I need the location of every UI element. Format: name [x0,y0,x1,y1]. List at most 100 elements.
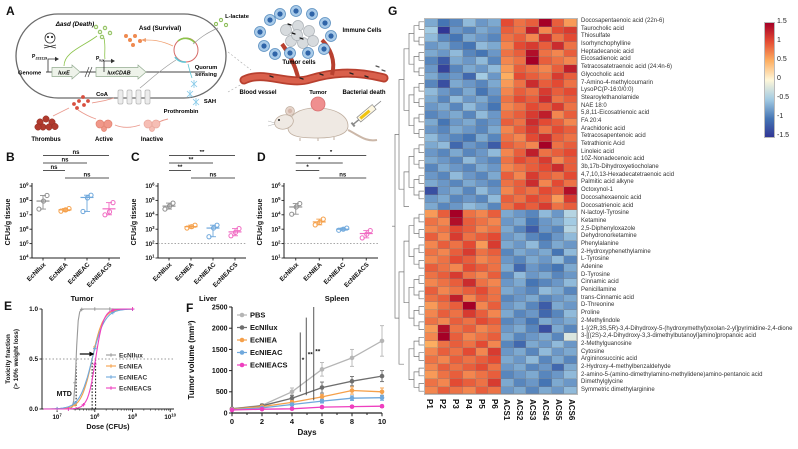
heatmap-cell [425,149,438,157]
heatmap-cell [513,49,527,58]
heatmap-cell [539,103,552,111]
heatmap-cell [475,371,489,379]
heatmap-cell [425,57,438,65]
heatmap-cell [526,179,540,188]
heatmap-cell [463,264,476,272]
y-tick-label: 104 [145,211,155,220]
heatmap-cell [437,302,451,310]
panel-label-g: G [388,4,398,18]
heatmap-cell [501,371,514,379]
heatmap-cell [513,340,527,349]
heatmap-column-label: P1 [425,399,435,409]
heatmap-row-label: Taurocholic acid [581,25,625,32]
data-point [79,307,84,312]
heatmap-cell [488,80,502,88]
heatmap-cell [564,34,578,42]
heatmap-row-label: 2-amino-5-(amino-dimethylamino-methylide… [581,371,763,378]
heatmap-row [425,210,578,219]
heatmap-cell [463,294,476,303]
heatmap-cell [539,149,552,157]
heatmap-cell [564,187,578,196]
heatmap-cell [501,294,514,303]
heatmap-cell [488,279,502,287]
heatmap-cell [450,309,464,318]
data-point [379,389,385,395]
plasmid-segment-cyan [174,56,187,63]
heatmap-row-label: Arachidonic acid [581,125,626,132]
heatmap-cell [513,355,527,364]
heatmap-cell [475,241,489,249]
heatmap-cell [463,164,476,173]
heatmap-cell [539,302,552,310]
heatmap-cell [551,271,565,280]
heatmap-column-label: ACS1 [502,399,512,421]
heatmap-cell [463,57,476,65]
heatmap-cell [564,233,578,242]
legend-label: EcNIEAC [119,374,147,381]
heatmap-row-label: Isorhynchophylline [581,41,631,48]
panel-label-a: A [6,4,15,18]
heatmap-cell [488,72,502,81]
heatmap-cell [551,218,565,226]
heatmap-row-label: 10Z-Nonadecenoic acid [581,156,645,163]
promoter-lux-arrow [103,60,111,72]
heatmap-cell [551,363,565,372]
data-point [319,398,325,404]
thrombin-to-thrombus-arrow [52,107,70,117]
heatmap-cell [425,156,438,165]
data-point [312,222,318,228]
luxE-label: luxE [58,71,70,77]
heatmap-row-label: 1-[(2R,3S,5R)-3,4-Dihydroxy-5-(hydroxyme… [581,325,793,332]
arrowhead [55,56,59,62]
x-tick-label: EcNIlux [26,261,48,283]
y-tick-label: 105 [19,239,29,248]
heatmap-cell [425,49,438,58]
heatmap-cell [539,195,552,203]
heatmap-cell [463,34,476,42]
heatmap-cell [539,26,552,35]
data-point [293,204,299,210]
heatmap-cell [526,118,540,127]
heatmap-cell [564,64,578,73]
plasmid-to-channel-arrow [139,59,177,89]
heatmap-cell [488,164,502,173]
heatmap-cell [539,248,552,257]
heatmap-cell [564,340,578,349]
heatmap-cell [450,195,464,203]
heatmap-cell [551,279,565,287]
heatmap-cell [551,141,565,150]
heatmap-row-label: Proline [581,310,600,317]
heatmap-cell [539,164,552,173]
heatmap-cell [463,248,476,257]
heatmap-cell [437,34,451,42]
heatmap-cell [437,225,451,234]
heatmap-cell [539,179,552,188]
x-tick-label: 0 [230,417,234,426]
sequence-break [84,66,93,78]
heatmap-cell [539,80,552,88]
heatmap-cell [539,317,552,326]
heatmap-cell [551,241,565,249]
sig-label: * [330,150,333,156]
heatmap-cell [450,80,464,88]
bacterial-death-label: Bacterial death [342,90,385,96]
heatmap-cell [463,110,476,119]
heatmap-cell [513,141,527,150]
heatmap-cell [564,41,578,50]
heatmap-cell [513,271,527,280]
ahl-molecules-green [93,24,113,40]
heatmap-cell [539,294,552,303]
heatmap-cell [450,264,464,272]
heatmap-cell [539,141,552,150]
heatmap-cell [488,172,502,180]
heatmap-cell [526,202,540,211]
heatmap-cell [475,72,489,81]
heatmap-cell [437,80,451,88]
heatmap-cell [437,164,451,173]
heatmap-cell [425,325,438,333]
heatmap-cell [425,309,438,318]
heatmap-cell [501,386,514,395]
heatmap-cell [437,133,451,142]
heatmap-cell [475,156,489,165]
heatmap-cell [539,64,552,73]
